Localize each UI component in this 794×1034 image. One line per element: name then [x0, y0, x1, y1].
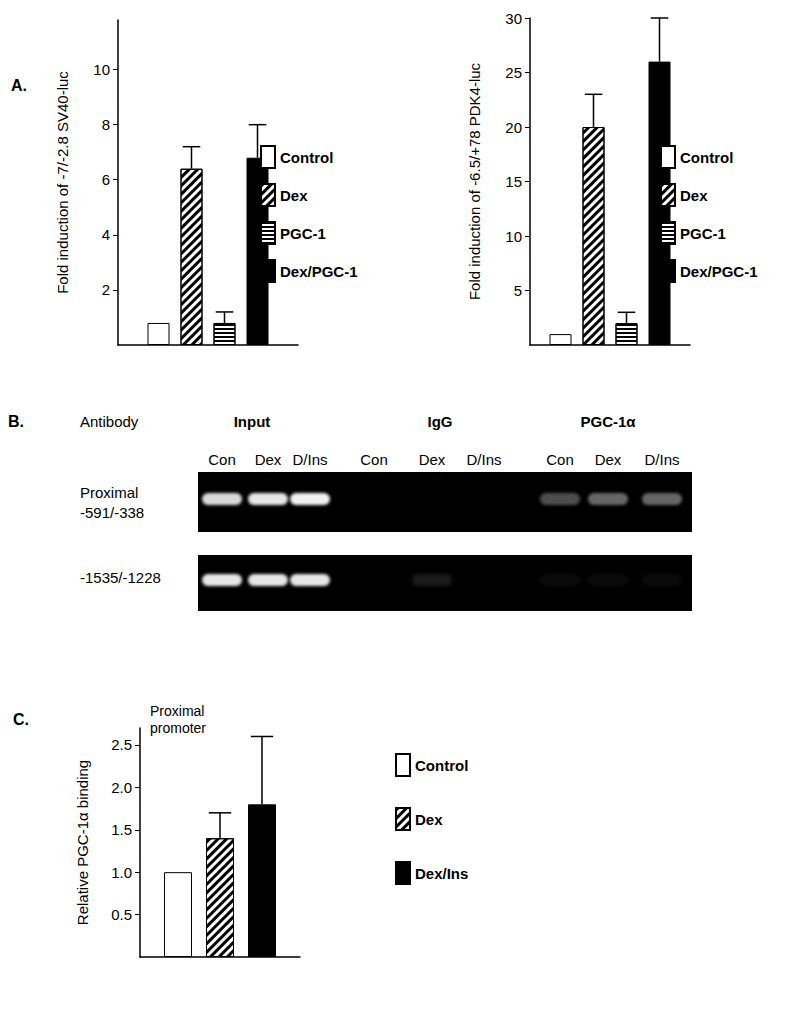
- svg-text:Dex: Dex: [419, 451, 446, 468]
- svg-text:PGC-1: PGC-1: [680, 225, 726, 242]
- svg-text:promoter: promoter: [150, 720, 206, 736]
- svg-text:4: 4: [102, 226, 110, 243]
- svg-text:Con: Con: [360, 451, 388, 468]
- svg-text:Dex/PGC-1: Dex/PGC-1: [680, 263, 758, 280]
- svg-text:Input: Input: [234, 413, 271, 430]
- svg-text:30: 30: [505, 10, 522, 27]
- svg-text:1.0: 1.0: [111, 864, 132, 881]
- svg-text:-1535/-1228: -1535/-1228: [80, 569, 161, 586]
- svg-text:Antibody: Antibody: [80, 413, 139, 430]
- svg-text:6: 6: [102, 171, 110, 188]
- svg-text:15: 15: [505, 173, 522, 190]
- svg-text:Dex: Dex: [415, 811, 443, 828]
- svg-text:Control: Control: [280, 149, 333, 166]
- svg-text:A.: A.: [11, 77, 27, 94]
- svg-text:Dex: Dex: [255, 451, 282, 468]
- svg-text:2.0: 2.0: [111, 779, 132, 796]
- svg-text:Dex/PGC-1: Dex/PGC-1: [280, 263, 358, 280]
- svg-text:Proximal: Proximal: [150, 703, 204, 719]
- svg-text:D/Ins: D/Ins: [644, 451, 679, 468]
- svg-text:D/Ins: D/Ins: [292, 451, 327, 468]
- svg-text:D/Ins: D/Ins: [466, 451, 501, 468]
- svg-text:Dex/Ins: Dex/Ins: [415, 865, 468, 882]
- svg-text:5: 5: [514, 282, 522, 299]
- svg-text:C.: C.: [13, 711, 29, 728]
- svg-text:Dex: Dex: [280, 187, 308, 204]
- svg-text:-591/-338: -591/-338: [80, 504, 144, 521]
- svg-text:Con: Con: [546, 451, 574, 468]
- svg-text:Control: Control: [680, 149, 733, 166]
- svg-text:PGC-1: PGC-1: [280, 225, 326, 242]
- svg-text:Relative PGC-1α binding: Relative PGC-1α binding: [74, 760, 91, 925]
- svg-text:Fold induction of -6.5/+78 PDK: Fold induction of -6.5/+78 PDK4-luc: [466, 62, 483, 300]
- svg-text:10: 10: [93, 61, 110, 78]
- svg-text:0.5: 0.5: [111, 906, 132, 923]
- svg-text:10: 10: [505, 228, 522, 245]
- svg-text:20: 20: [505, 119, 522, 136]
- svg-text:1.5: 1.5: [111, 821, 132, 838]
- svg-text:IgG: IgG: [428, 413, 453, 430]
- svg-text:Fold induction of -7/-2.8 SV40: Fold induction of -7/-2.8 SV40-luc: [54, 71, 71, 294]
- svg-text:2.5: 2.5: [111, 736, 132, 753]
- svg-text:2: 2: [102, 281, 110, 298]
- svg-text:B.: B.: [8, 413, 24, 430]
- svg-text:Proximal: Proximal: [80, 484, 138, 501]
- svg-text:25: 25: [505, 64, 522, 81]
- svg-text:Dex: Dex: [595, 451, 622, 468]
- svg-text:Control: Control: [415, 757, 468, 774]
- svg-text:8: 8: [102, 116, 110, 133]
- svg-text:PGC-1α: PGC-1α: [580, 413, 636, 430]
- svg-text:Con: Con: [208, 451, 236, 468]
- svg-text:Dex: Dex: [680, 187, 708, 204]
